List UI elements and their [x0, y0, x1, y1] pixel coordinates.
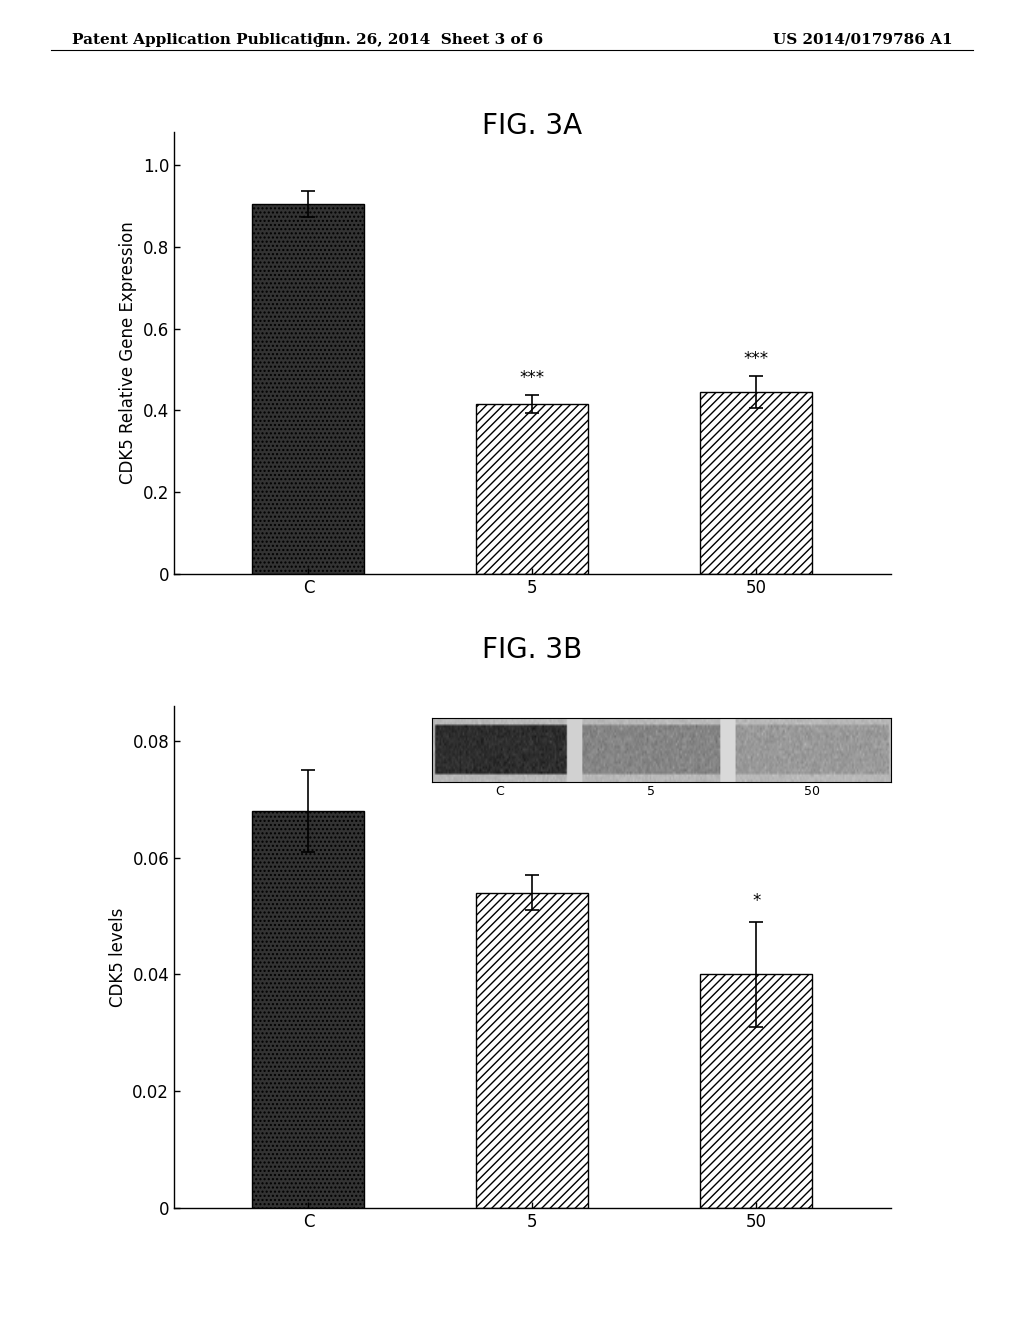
Text: *: *: [753, 892, 761, 911]
Bar: [700, 974, 812, 1208]
Text: FIG. 3B: FIG. 3B: [482, 636, 583, 664]
Bar: [253, 812, 365, 1208]
Text: FIG. 3A: FIG. 3A: [482, 112, 583, 140]
Bar: [476, 892, 589, 1208]
Text: ***: ***: [743, 350, 769, 368]
Bar: [253, 203, 365, 574]
Text: Jun. 26, 2014  Sheet 3 of 6: Jun. 26, 2014 Sheet 3 of 6: [316, 33, 544, 46]
Y-axis label: CDK5 levels: CDK5 levels: [109, 907, 127, 1007]
Bar: [700, 392, 812, 574]
Y-axis label: CDK5 Relative Gene Expression: CDK5 Relative Gene Expression: [119, 222, 137, 484]
Text: ***: ***: [520, 370, 545, 387]
Text: US 2014/0179786 A1: US 2014/0179786 A1: [773, 33, 952, 46]
Text: Patent Application Publication: Patent Application Publication: [72, 33, 334, 46]
Bar: [476, 404, 589, 574]
